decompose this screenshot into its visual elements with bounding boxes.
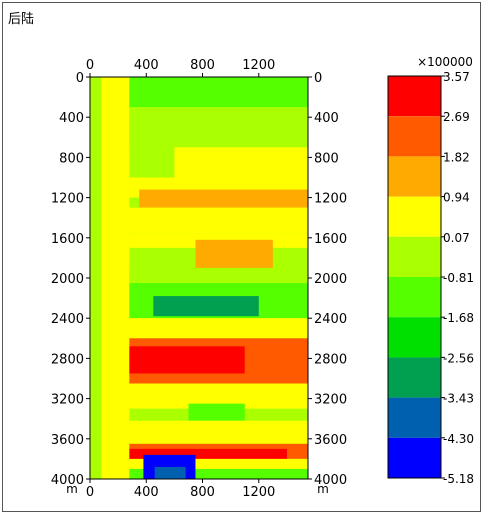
colorbar-label: -4.30: [443, 432, 474, 446]
colorbar-label: 0.07: [443, 231, 470, 245]
heatmap-band-18: [129, 420, 308, 444]
colorbar-swatch: [388, 196, 441, 237]
x-tick-label-bottom: 0: [86, 485, 94, 500]
y-tick-label-left: 800: [59, 151, 84, 166]
heatmap-band-4: [174, 147, 308, 178]
y-tick-label-left: 1600: [51, 232, 84, 247]
y-tick-label-left: 3200: [51, 393, 84, 408]
heatmap-band-21: [129, 458, 308, 469]
y-tick-label-right: 1600: [314, 232, 347, 247]
heatmap-band-24: [154, 466, 186, 479]
colorbar-label: -5.18: [443, 472, 474, 486]
y-tick-label-left: 1200: [51, 192, 84, 207]
heatmap-band-15: [129, 346, 245, 374]
heatmap-band-0: [90, 77, 102, 479]
y-tick-label-left: 3600: [51, 433, 84, 448]
colorbar-multiplier: ×100000: [417, 55, 473, 69]
heatmap-band-22: [129, 468, 308, 479]
x-tick-label-top: 0: [86, 58, 94, 73]
colorbar-label: -2.56: [443, 351, 474, 365]
heatmap-band-12: [153, 296, 259, 317]
y-tick-label-left: 2800: [51, 352, 84, 367]
y-tick-label-left: 2000: [51, 272, 84, 287]
colorbar-swatch: [388, 437, 441, 478]
x-tick-label-bottom: 800: [190, 485, 215, 500]
y-tick-label-right: 3600: [314, 433, 347, 448]
x-tick-label-top: 400: [134, 58, 159, 73]
heatmap-band-7: [129, 207, 308, 234]
colorbar-label: -1.68: [443, 311, 474, 325]
x-tick-label-bottom: 1200: [242, 485, 275, 500]
y-tick-label-right: 2400: [314, 312, 347, 327]
y-tick-label-left: 400: [59, 111, 84, 126]
colorbar-label: -0.81: [443, 271, 474, 285]
y-tick-label-left: 0: [76, 71, 84, 86]
colorbar-swatch: [388, 397, 441, 438]
colorbar-swatch: [388, 116, 441, 157]
y-tick-label-right: 400: [314, 111, 339, 126]
colorbar-swatch: [388, 277, 441, 318]
colorbar-label: -3.43: [443, 392, 474, 406]
colorbar-label: 3.57: [443, 70, 470, 84]
heatmap-band-20: [129, 448, 287, 459]
plot-area: [90, 77, 308, 479]
y-tick-label-left: 4000: [51, 473, 84, 488]
colorbar-swatch: [388, 156, 441, 197]
x-tick-label-top: 1200: [242, 58, 275, 73]
colorbar-swatch: [388, 76, 441, 117]
y-tick-label-right: 2800: [314, 352, 347, 367]
heatmap-band-9: [195, 239, 273, 268]
colorbar-swatch: [388, 357, 441, 398]
colorbar: 3.57 2.69 1.82 0.94 0.07 -0.81 -1.68 -2.56 -3.43…: [387, 55, 474, 486]
chart-frame: [2, 2, 481, 512]
y-tick-label-right: 1200: [314, 192, 347, 207]
y-tick-label-right: 3200: [314, 393, 347, 408]
x-tick-label-top: 800: [190, 58, 215, 73]
colorbar-swatch: [388, 317, 441, 358]
heatmap-band-2: [129, 77, 308, 108]
y-tick-label-right: 2000: [314, 272, 347, 287]
colorbar-label: 2.69: [443, 110, 470, 124]
y-tick-label-right: 0: [314, 71, 322, 86]
heatmap-band-6: [139, 189, 308, 208]
heatmap-band-10: [129, 267, 308, 284]
y-tick-label-left: 2400: [51, 312, 84, 327]
y-tick-label-right: 4000: [314, 473, 347, 488]
x-unit-label-right: m: [317, 482, 329, 496]
y-tick-label-right: 800: [314, 151, 339, 166]
heatmap-band-17: [188, 403, 245, 421]
heatmap-band-1: [101, 77, 130, 479]
colorbar-swatch: [388, 236, 441, 277]
colorbar-label: 1.82: [443, 150, 470, 164]
heatmap-band-3: [129, 107, 308, 148]
chart-title: 后陆: [8, 12, 35, 27]
x-tick-label-bottom: 400: [134, 485, 159, 500]
colorbar-label: 0.94: [443, 191, 470, 205]
heatmap-band-13: [129, 318, 308, 339]
x-unit-label-left: m: [66, 482, 78, 496]
